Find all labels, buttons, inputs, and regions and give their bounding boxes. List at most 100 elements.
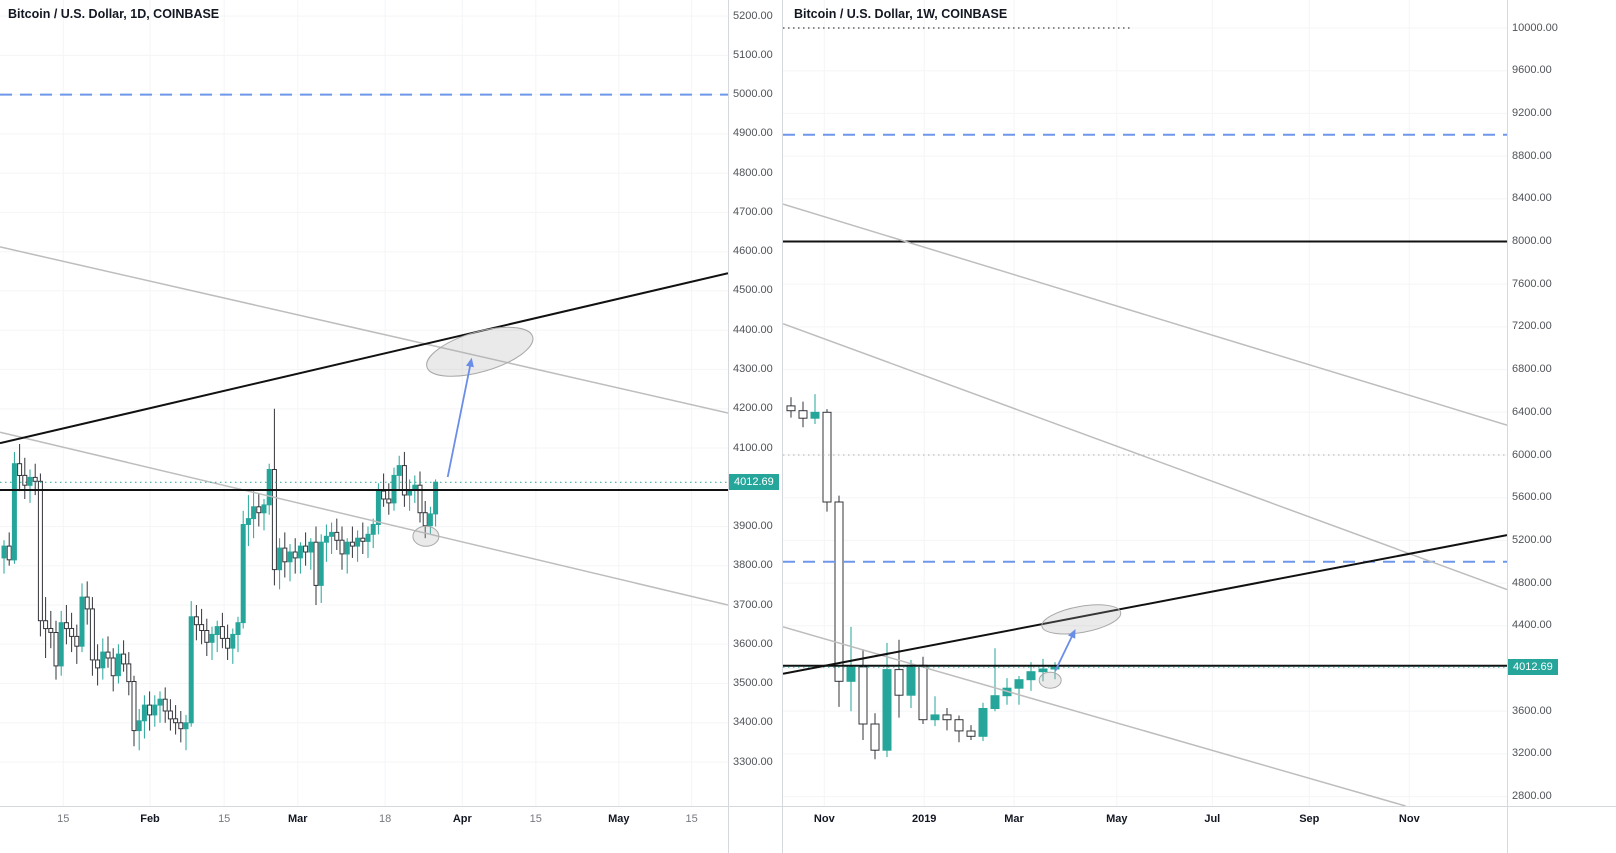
target-zone[interactable]: [421, 317, 538, 386]
candle-body: [417, 484, 423, 514]
price-axis-label: 3400.00: [733, 716, 773, 729]
candle-body: [136, 720, 142, 732]
candles-layer: [786, 394, 1060, 760]
grid-layer: [0, 0, 728, 806]
price-axis-label: 10000.00: [1512, 21, 1558, 34]
price-axis-label: 2800.00: [1512, 790, 1552, 803]
candle-body: [966, 730, 976, 737]
price-axis-label: 3800.00: [733, 559, 773, 572]
candle-body: [954, 719, 964, 732]
candle-body: [271, 469, 277, 571]
price-axis-label: 5600.00: [1512, 491, 1552, 504]
time-label: 15: [530, 813, 542, 825]
candle-body: [84, 596, 90, 610]
candle-body: [53, 632, 59, 667]
chart-pane-weekly[interactable]: Nov 2019 Mar May Jul Sep Nov Bitcoin / U.S. Do…: [783, 0, 1507, 853]
time-label: Nov: [814, 813, 836, 825]
chart-legend-daily[interactable]: Bitcoin / U.S. Dollar, 1D, COINBASE: [8, 7, 220, 21]
gray-descending-middle[interactable]: [783, 322, 1507, 591]
chart-canvas[interactable]: Nov 2019 Mar May Jul Sep Nov: [783, 0, 1507, 853]
candle-body: [1014, 679, 1024, 689]
time-label: 18: [379, 813, 391, 825]
candle-body: [105, 651, 111, 659]
candle-body: [131, 681, 137, 732]
bounce-zone[interactable]: [1038, 671, 1062, 689]
price-axis-label: 4900.00: [733, 127, 773, 140]
candle-body: [846, 666, 856, 682]
chart-canvas[interactable]: 15 Feb 15 Mar 18 Apr 15 May 15: [0, 0, 728, 853]
time-axis[interactable]: 15 Feb 15 Mar 18 Apr 15 May 15: [57, 813, 698, 825]
gray-channel-lower[interactable]: [0, 431, 728, 606]
candle-body: [329, 531, 335, 537]
price-axis-label: 4800.00: [1512, 576, 1552, 589]
projection-arrow[interactable]: [1054, 629, 1076, 672]
candle-body: [375, 490, 381, 526]
candle-body: [858, 666, 868, 725]
gray-descending-lower[interactable]: [783, 626, 1406, 807]
candle-body: [209, 633, 215, 643]
candle-body: [365, 533, 371, 542]
candle-body: [292, 551, 298, 559]
candle-body: [1050, 666, 1060, 670]
candle-body: [251, 506, 257, 520]
candle-body: [121, 653, 127, 665]
candle-body: [360, 537, 366, 542]
candle-body: [58, 622, 64, 667]
price-axis-label: 6000.00: [1512, 448, 1552, 461]
price-axis-label: 7200.00: [1512, 320, 1552, 333]
target-zone[interactable]: [1040, 600, 1123, 639]
candle-body: [225, 637, 231, 649]
candle-body: [798, 410, 808, 419]
projection-arrow[interactable]: [446, 357, 474, 478]
price-axis-daily[interactable]: 5200.00 5100.00 5000.00 4900.00 4800.00 4700.…: [728, 0, 783, 853]
price-axis-weekly[interactable]: 10000.00 9600.00 9200.00 8800.00 8400.00 8000…: [1507, 0, 1616, 853]
price-axis-label: 9200.00: [1512, 106, 1552, 119]
chart-pane-daily[interactable]: 15 Feb 15 Mar 18 Apr 15 May 15 Bitcoin / U.S. Do…: [0, 0, 728, 853]
chart-legend-weekly[interactable]: Bitcoin / U.S. Dollar, 1W, COINBASE: [794, 7, 1008, 21]
candle-body: [834, 501, 844, 682]
candle-body: [37, 480, 43, 622]
price-axis-label: 8400.00: [1512, 192, 1552, 205]
candle-body: [240, 524, 246, 624]
time-label: Mar: [288, 813, 308, 825]
candle-body: [256, 506, 262, 514]
candle-body: [152, 704, 158, 716]
candle-body: [48, 628, 54, 633]
candle-body: [89, 608, 95, 661]
candle-body: [323, 535, 329, 543]
gray-channel-upper[interactable]: [0, 246, 728, 414]
candle-body: [69, 628, 75, 637]
gray-descending-upper[interactable]: [783, 203, 1507, 426]
price-axis-label: 4400.00: [733, 323, 773, 336]
candle-body: [396, 465, 402, 476]
candle-body: [79, 596, 85, 647]
price-axis-label: 4600.00: [733, 245, 773, 258]
candle-body: [95, 659, 101, 669]
candle-body: [32, 476, 38, 482]
ascending-trendline[interactable]: [0, 272, 728, 445]
candle-body: [199, 624, 205, 631]
last-price-tag: 4012.69: [729, 473, 779, 490]
candle-body: [157, 698, 163, 706]
candle-body: [370, 524, 376, 535]
bounce-zone[interactable]: [412, 525, 440, 547]
price-axis-label: 9600.00: [1512, 64, 1552, 77]
price-axis-label: 3700.00: [733, 598, 773, 611]
candle-body: [401, 465, 407, 496]
time-label: Apr: [453, 813, 473, 825]
candle-body: [308, 541, 314, 553]
candle-body: [43, 620, 49, 630]
ascending-trendline[interactable]: [783, 534, 1507, 675]
price-axis-label: 4500.00: [733, 284, 773, 297]
candle-body: [942, 714, 952, 721]
candle-body: [282, 547, 288, 563]
candle-body: [173, 718, 179, 724]
candle-body: [990, 695, 1000, 710]
price-axis-label: 5200.00: [733, 9, 773, 22]
candle-body: [193, 616, 199, 626]
time-axis[interactable]: Nov 2019 Mar May Jul Sep Nov: [814, 813, 1421, 825]
time-label: May: [608, 813, 630, 825]
candle-body: [349, 541, 355, 547]
candle-body: [245, 518, 251, 525]
candle-body: [11, 463, 17, 561]
